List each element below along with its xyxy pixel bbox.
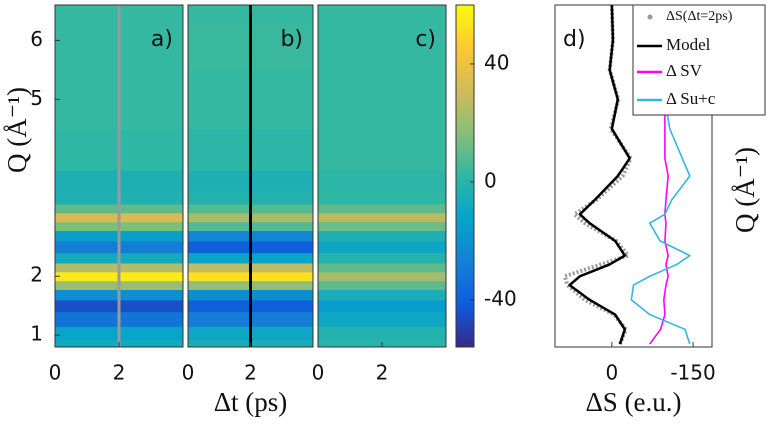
heatmap-cell <box>318 326 446 341</box>
heatmap-cell <box>318 271 446 282</box>
colorbar-tick-label: 40 <box>484 50 509 74</box>
heatmap-cell <box>318 128 446 171</box>
heatmap-cell <box>318 5 446 24</box>
colorbar-tick-label: 0 <box>484 168 497 192</box>
heatmap-cell <box>318 252 446 264</box>
heatmap-cell <box>318 204 446 214</box>
heatmap-cell <box>318 299 446 313</box>
y-axis-label: Q (Å⁻¹) <box>730 147 760 233</box>
y-tick-label: 1 <box>30 322 43 346</box>
y-tick-label: 5 <box>30 86 43 110</box>
legend: ΔS(Δt=2ps) Model Δ SV Δ Su+c <box>632 4 766 116</box>
heatmap-cell <box>318 190 446 205</box>
legend-label: ΔS(Δt=2ps) <box>666 9 733 24</box>
heatmap-cell <box>318 262 446 273</box>
heatmap-cell <box>318 69 446 130</box>
x-tick-label: 2 <box>376 361 389 385</box>
heatmap-cell <box>318 230 446 242</box>
heatmap-cell <box>318 170 446 192</box>
legend-box <box>632 4 766 116</box>
panel-label: d) <box>563 27 586 52</box>
x-tick-label: 2 <box>113 361 126 385</box>
heatmap-cell <box>318 221 446 232</box>
x-axis-label: ΔS (e.u.) <box>585 387 681 417</box>
x-tick-label: 0 <box>49 361 62 385</box>
heatmap-cell <box>318 240 446 254</box>
x-tick-label: 0 <box>605 361 618 385</box>
data-line <box>562 4 634 345</box>
x-axis-label: Δt (ps) <box>214 387 288 417</box>
colorbar <box>455 4 475 348</box>
x-tick-label: 2 <box>244 361 257 385</box>
panel-label: a) <box>151 27 173 52</box>
series-line <box>568 4 631 345</box>
legend-marker <box>647 14 653 20</box>
heatmap-cell <box>318 311 446 327</box>
legend-label: Δ SV <box>666 61 703 80</box>
y-tick-label: 6 <box>30 27 43 51</box>
x-tick-label: 0 <box>182 361 195 385</box>
x-tick-label: -150 <box>670 361 715 385</box>
legend-label: Δ Su+c <box>666 89 716 108</box>
heatmap-cell <box>318 289 446 301</box>
panel-label: b) <box>280 27 303 52</box>
y-axis-label: Q (Å⁻¹) <box>2 87 32 173</box>
x-tick-label: 0 <box>312 361 325 385</box>
legend-label: Model <box>666 35 711 54</box>
panel-label: c) <box>415 27 436 52</box>
colorbar-tick-label: -40 <box>484 286 517 310</box>
heatmap-cell <box>318 212 446 223</box>
heatmap-cell <box>318 22 446 71</box>
y-tick-label: 2 <box>30 263 43 287</box>
heatmap-cell <box>318 280 446 291</box>
